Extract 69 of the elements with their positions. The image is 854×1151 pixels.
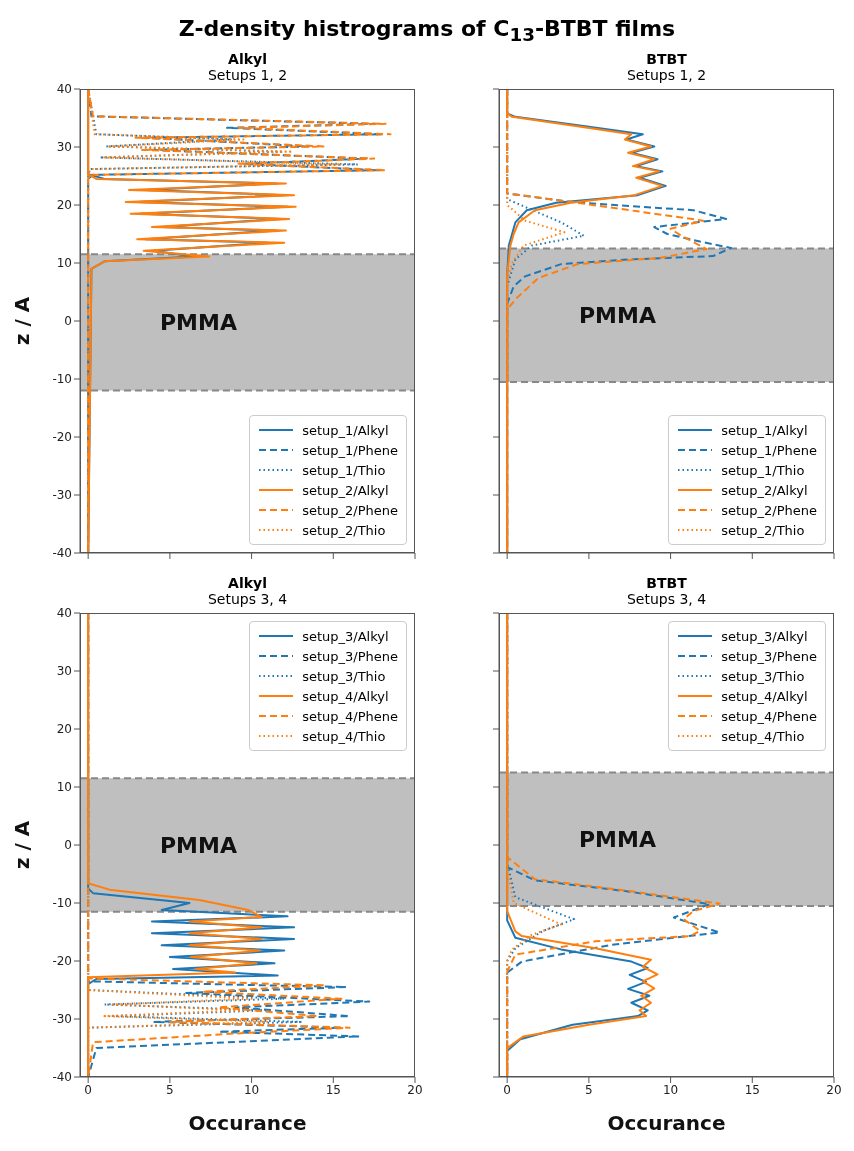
y-tick-label: -20	[52, 430, 72, 445]
chart-title: Alkyl	[227, 51, 268, 68]
text: Z-density histrograms of C$_{13}$-BTBT films	[177, 15, 677, 48]
x-axis-title: Occurance	[607, 1111, 726, 1136]
chart-title: BTBT	[645, 51, 688, 68]
band-label: PMMA	[160, 833, 237, 859]
legend-label: setup_3/Alkyl	[721, 628, 808, 644]
legend-label: setup_1/Alkyl	[302, 422, 389, 438]
legend-label: setup_1/Phene	[721, 442, 817, 458]
y-axis-title: z / A	[10, 296, 35, 346]
y-tick-label: 20	[56, 722, 72, 737]
legend-label: setup_2/Thio	[302, 522, 386, 538]
chart-subtitle: Setups 1, 2	[206, 67, 289, 84]
legend-label: setup_2/Phene	[302, 502, 398, 518]
y-tick-label: -10	[52, 896, 72, 911]
y-tick-label: -20	[52, 954, 72, 969]
y-tick-label: 10	[56, 256, 72, 271]
y-axis-title: z / A	[10, 820, 35, 870]
legend-label: setup_2/Phene	[721, 502, 817, 518]
chart-subtitle: Setups 3, 4	[625, 591, 708, 608]
legend-label: setup_3/Thio	[302, 668, 386, 684]
y-tick-label: 30	[56, 140, 72, 155]
legend-label: setup_1/Thio	[302, 462, 386, 478]
y-tick-label: -40	[52, 546, 72, 561]
y-tick-label: 40	[56, 606, 72, 621]
x-tick-label: 20	[826, 1082, 842, 1097]
legend-label: setup_2/Alkyl	[721, 482, 808, 498]
legend-label: setup_1/Thio	[721, 462, 805, 478]
y-tick-label: 20	[56, 198, 72, 213]
y-tick-label: -10	[52, 372, 72, 387]
legend-label: setup_1/Alkyl	[721, 422, 808, 438]
chart-subtitle: Setups 1, 2	[625, 67, 708, 84]
y-tick-label: 40	[56, 82, 72, 97]
x-tick-label: 15	[325, 1082, 341, 1097]
band-label: PMMA	[579, 303, 656, 329]
legend-label: setup_4/Phene	[302, 708, 398, 724]
legend-label: setup_4/Alkyl	[302, 688, 389, 704]
x-tick-label: 5	[585, 1082, 593, 1097]
y-tick-label: 10	[56, 780, 72, 795]
x-tick-label: 10	[243, 1082, 260, 1097]
legend-label: setup_4/Phene	[721, 708, 817, 724]
legend-label: setup_1/Phene	[302, 442, 398, 458]
band-label: PMMA	[160, 310, 237, 336]
band-label: PMMA	[579, 827, 656, 853]
legend-label: setup_3/Phene	[721, 648, 817, 664]
y-tick-label: 0	[64, 838, 72, 853]
legend-label: setup_2/Alkyl	[302, 482, 389, 498]
y-tick-label: 30	[56, 664, 72, 679]
chart-title: BTBT	[645, 575, 688, 592]
x-tick-label: 0	[84, 1082, 92, 1097]
legend-label: setup_4/Thio	[302, 728, 386, 744]
x-tick-label: 20	[407, 1082, 423, 1097]
y-tick-label: 0	[64, 314, 72, 329]
x-tick-label: 10	[662, 1082, 679, 1097]
x-axis-title: Occurance	[188, 1111, 307, 1136]
legend-label: setup_2/Thio	[721, 522, 805, 538]
y-tick-label: -40	[52, 1070, 72, 1085]
legend-label: setup_3/Thio	[721, 668, 805, 684]
chart-subtitle: Setups 3, 4	[206, 591, 289, 608]
chart-title: Alkyl	[227, 575, 268, 592]
x-tick-label: 15	[744, 1082, 760, 1097]
legend-label: setup_3/Phene	[302, 648, 398, 664]
legend-label: setup_4/Alkyl	[721, 688, 808, 704]
legend-label: setup_3/Alkyl	[302, 628, 389, 644]
legend-label: setup_4/Thio	[721, 728, 805, 744]
x-tick-label: 5	[166, 1082, 174, 1097]
x-tick-label: 0	[503, 1082, 511, 1097]
y-tick-label: -30	[52, 1012, 72, 1027]
y-tick-label: -30	[52, 488, 72, 503]
